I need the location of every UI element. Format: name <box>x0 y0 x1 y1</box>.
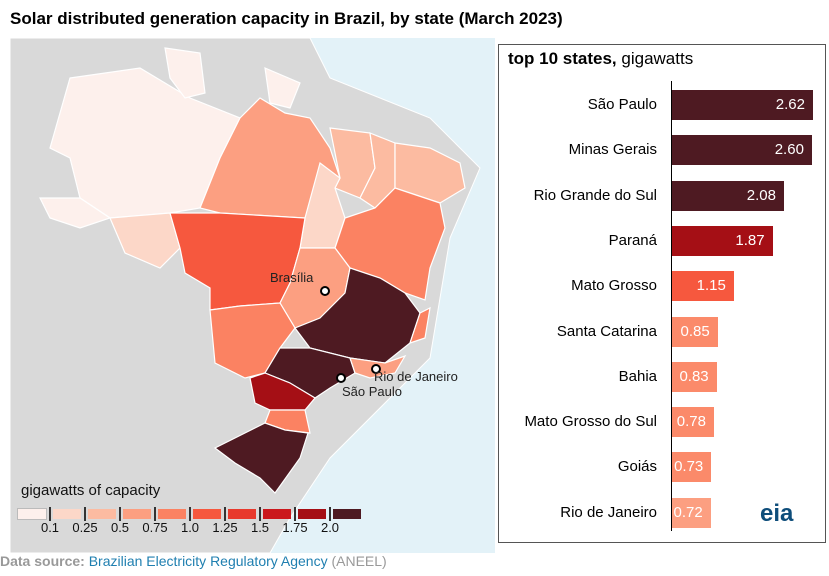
state-rio-grande-do-sul <box>213 422 309 494</box>
bar-category-label: Mato Grosso <box>571 277 657 295</box>
bar: 0.73 <box>672 452 712 483</box>
state-roraima <box>164 47 206 99</box>
page-title: Solar distributed generation capacity in… <box>10 9 563 28</box>
legend-label: 0.25 <box>72 520 98 535</box>
bar-category-label: Rio de Janeiro <box>560 503 657 521</box>
sao-paulo-label: São Paulo <box>342 384 402 399</box>
state-espirito-santo <box>409 306 431 344</box>
legend-swatch <box>53 507 86 521</box>
bar: 0.78 <box>672 407 714 438</box>
source-link[interactable]: Brazilian Electricity Regulatory Agency <box>88 553 328 569</box>
data-source: Data source: Brazilian Electricity Regul… <box>0 553 387 569</box>
bar-category-label: Minas Gerais <box>568 141 657 159</box>
bar: 0.83 <box>672 361 717 392</box>
bar-value-label: 1.15 <box>696 277 726 295</box>
sao-paulo-marker <box>336 373 346 383</box>
bar-value-label: 0.85 <box>680 322 710 340</box>
bar-category-label: Paraná <box>608 231 657 249</box>
legend-label: 1.5 <box>250 520 270 535</box>
state-acre <box>39 197 112 229</box>
bar-value-label: 2.08 <box>746 186 776 204</box>
bar: 1.15 <box>672 271 734 302</box>
bar-row: Rio Grande do Sul 2.08 <box>499 180 825 211</box>
bar-value-label: 0.73 <box>674 458 704 476</box>
bar-row: Goiás 0.73 <box>499 452 825 483</box>
bar-chart-panel: top 10 states, gigawatts São Paulo 2.62 Mi… <box>498 44 826 543</box>
bar-value-label: 0.83 <box>679 367 709 385</box>
bar: 1.87 <box>672 225 773 256</box>
bar-category-label: Goiás <box>617 458 657 476</box>
bar: 2.60 <box>672 135 812 166</box>
state-amapa <box>264 67 301 109</box>
bar-category-label: Mato Grosso do Sul <box>524 413 657 431</box>
bar-row: São Paulo 2.62 <box>499 90 825 120</box>
legend-label: 2.0 <box>320 520 340 535</box>
bar-chart-title: top 10 states, gigawatts <box>508 49 694 68</box>
legend-label: 0.1 <box>40 520 60 535</box>
bar-axis <box>671 81 672 531</box>
legend-swatch <box>123 507 156 521</box>
bar: 2.62 <box>672 90 813 120</box>
rio-label: Rio de Janeiro <box>374 369 458 384</box>
legend-label: 0.5 <box>110 520 130 535</box>
brasilia-marker <box>320 286 330 296</box>
bar-value-label: 1.87 <box>735 231 765 249</box>
bar-category-label: Bahia <box>618 367 657 385</box>
bar-value-label: 0.78 <box>676 413 706 431</box>
legend-title: gigawatts of capacity <box>21 482 161 499</box>
brasilia-label: Brasília <box>270 270 314 285</box>
bar-category-label: Rio Grande do Sul <box>533 186 657 204</box>
bar-value-label: 2.62 <box>775 96 805 113</box>
rio-marker <box>371 364 381 374</box>
legend-swatches <box>17 507 368 521</box>
legend-label: 1.0 <box>180 520 200 535</box>
legend-swatch <box>263 507 296 521</box>
legend-swatch <box>158 507 191 521</box>
bar: 0.72 <box>672 497 711 528</box>
state-rondonia <box>109 212 181 269</box>
bar-row: Bahia 0.83 <box>499 361 825 392</box>
bar-row: Minas Gerais 2.60 <box>499 135 825 166</box>
bar-row: Mato Grosso do Sul 0.78 <box>499 407 825 438</box>
legend-swatch <box>298 507 331 521</box>
legend-label: 0.75 <box>142 520 168 535</box>
legend-swatch <box>333 509 361 519</box>
state-parana <box>249 372 316 411</box>
bar-value-label: 0.72 <box>673 503 703 521</box>
map: Brasília Rio de Janeiro São Paulo <box>9 37 495 554</box>
bar-value-label: 2.60 <box>774 141 804 159</box>
bar-category-label: São Paulo <box>587 96 657 113</box>
bar-row: Paraná 1.87 <box>499 225 825 256</box>
legend-label: 1.75 <box>282 520 308 535</box>
bar-row: Mato Grosso 1.15 <box>499 271 825 302</box>
legend-label: 1.25 <box>212 520 238 535</box>
legend-swatch <box>88 507 121 521</box>
bar-row: Santa Catarina 0.85 <box>499 316 825 347</box>
city-markers <box>320 286 381 383</box>
bar-category-label: Santa Catarina <box>556 322 657 340</box>
bar: 2.08 <box>672 180 784 211</box>
bar-row: Rio de Janeiro 0.72 <box>499 497 825 528</box>
legend-swatch <box>17 507 51 521</box>
bar: 0.85 <box>672 316 718 347</box>
legend-swatch <box>228 507 261 521</box>
legend-swatch <box>193 507 226 521</box>
eia-logo: eia <box>760 500 794 527</box>
